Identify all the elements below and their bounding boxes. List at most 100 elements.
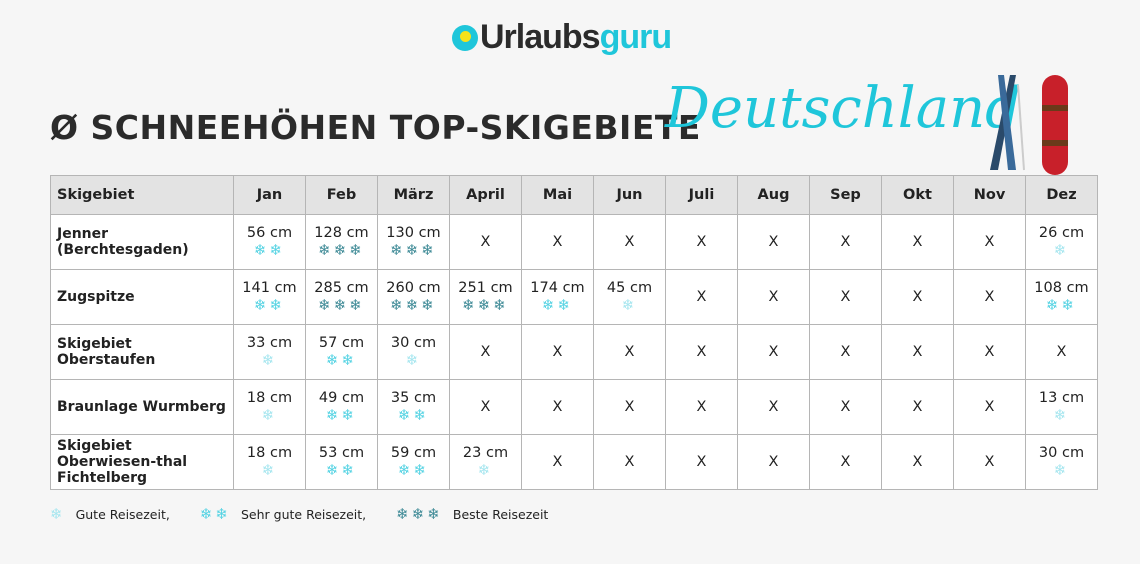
snow-depth-cell: 174 cm ❄❄ <box>521 269 594 325</box>
snow-depth-value: X <box>624 234 635 250</box>
snowflake-rating-icon: ❄❄ <box>325 351 358 369</box>
snow-depth-value: X <box>696 289 707 305</box>
snow-depth-cell: 56 cm ❄❄ <box>233 214 306 270</box>
snow-depth-value: 13 cm <box>1038 390 1085 406</box>
snowflake-rating-icon: ❄❄❄ <box>318 296 365 314</box>
snow-depth-cell: 285 cm ❄❄❄ <box>305 269 378 325</box>
snow-depth-value: 23 cm <box>462 445 509 461</box>
column-header: Mai <box>521 175 594 215</box>
snow-depth-cell: 49 cm ❄❄ <box>305 379 378 435</box>
snow-depth-cell: X <box>449 379 522 435</box>
snow-depth-value: 49 cm <box>318 390 365 406</box>
snow-depth-cell: X <box>737 379 810 435</box>
snow-depth-value: 108 cm <box>1034 280 1089 296</box>
snow-depth-cell: 130 cm ❄❄❄ <box>377 214 450 270</box>
snow-depth-cell: X <box>737 269 810 325</box>
snow-depth-cell: 53 cm ❄❄ <box>305 434 378 490</box>
snow-depth-cell: 23 cm ❄ <box>449 434 522 490</box>
snow-depth-cell: X <box>665 269 738 325</box>
snow-depth-value: X <box>840 454 851 470</box>
ski-area-name: Skigebiet Oberwiesen-thal Fichtelberg <box>50 434 234 490</box>
column-header: Nov <box>953 175 1026 215</box>
column-header: Dez <box>1025 175 1098 215</box>
snowflake-icon: ❄❄ <box>199 505 231 523</box>
snow-depth-value: 141 cm <box>242 280 297 296</box>
ski-snowboard-illustration-icon <box>990 75 1068 175</box>
snow-depth-value: X <box>480 234 491 250</box>
snow-depth-value: X <box>552 454 563 470</box>
snow-depth-cell: 45 cm ❄ <box>593 269 666 325</box>
snow-depth-cell: 30 cm ❄ <box>377 324 450 380</box>
snow-depth-cell: 59 cm ❄❄ <box>377 434 450 490</box>
snow-depth-value: 18 cm <box>246 445 293 461</box>
column-header: Aug <box>737 175 810 215</box>
snow-depth-cell: X <box>665 434 738 490</box>
snow-depth-value: X <box>480 344 491 360</box>
snowflake-rating-icon: ❄ <box>1053 241 1070 259</box>
snow-depth-cell: X <box>665 379 738 435</box>
snow-depth-cell: 108 cm ❄❄ <box>1025 269 1098 325</box>
snow-depth-value: 130 cm <box>386 225 441 241</box>
snow-depth-cell: X <box>809 379 882 435</box>
snow-depth-cell: X <box>953 214 1026 270</box>
snowflake-rating-icon: ❄ <box>261 351 278 369</box>
snow-depth-cell: X <box>593 214 666 270</box>
snowflake-rating-icon: ❄ <box>405 351 422 369</box>
snow-depth-value: X <box>696 234 707 250</box>
snow-depth-cell: X <box>881 434 954 490</box>
snow-depth-value: X <box>912 344 923 360</box>
snow-depth-cell: X <box>737 434 810 490</box>
snow-depth-value: X <box>840 399 851 415</box>
column-header: Jun <box>593 175 666 215</box>
snowflake-rating-icon: ❄❄❄ <box>318 241 365 259</box>
snow-depth-value: X <box>696 399 707 415</box>
snow-depth-value: X <box>624 454 635 470</box>
table-row: Jenner (Berchtesgaden) 56 cm ❄❄ 128 cm ❄❄❄ 13… <box>50 214 1098 270</box>
snowflake-rating-icon: ❄ <box>477 461 494 479</box>
table-row: Zugspitze 141 cm ❄❄ 285 cm ❄❄❄ 260 cm ❄❄❄ 251 c… <box>50 269 1098 325</box>
snow-depth-cell: 260 cm ❄❄❄ <box>377 269 450 325</box>
snow-depth-value: X <box>624 344 635 360</box>
column-header: April <box>449 175 522 215</box>
snow-depth-cell: 141 cm ❄❄ <box>233 269 306 325</box>
table-row: Skigebiet Oberwiesen-thal Fichtelberg 18 … <box>50 434 1098 490</box>
column-header: Juli <box>665 175 738 215</box>
logo-mark-icon <box>452 24 478 51</box>
snow-depth-cell: 33 cm ❄ <box>233 324 306 380</box>
snow-depth-cell: X <box>881 379 954 435</box>
snow-depth-cell: 57 cm ❄❄ <box>305 324 378 380</box>
snow-depth-cell: X <box>593 434 666 490</box>
snow-depth-value: 57 cm <box>318 335 365 351</box>
legend-label: Sehr gute Reisezeit, <box>240 506 367 522</box>
snow-depth-value: X <box>984 234 995 250</box>
snow-depth-cell: X <box>881 214 954 270</box>
snow-depth-value: 26 cm <box>1038 225 1085 241</box>
snow-depth-cell: X <box>665 214 738 270</box>
legend-label: Beste Reisezeit <box>452 506 549 522</box>
snow-depth-value: 30 cm <box>390 335 437 351</box>
snow-depth-value: 174 cm <box>530 280 585 296</box>
table-row: Braunlage Wurmberg 18 cm ❄ 49 cm ❄❄ 35 cm ❄❄ X X… <box>50 379 1098 435</box>
snow-depth-value: X <box>840 234 851 250</box>
snow-depth-value: X <box>912 454 923 470</box>
snow-depth-value: X <box>480 399 491 415</box>
snow-depth-value: X <box>768 289 779 305</box>
column-header: Feb <box>305 175 378 215</box>
snow-depth-value: 285 cm <box>314 280 369 296</box>
snowflake-rating-icon: ❄ <box>261 406 278 424</box>
snow-depth-cell: X <box>593 324 666 380</box>
ski-area-name: Jenner (Berchtesgaden) <box>50 214 234 270</box>
snow-depth-value: X <box>624 399 635 415</box>
snow-depth-value: X <box>912 289 923 305</box>
snow-depth-value: X <box>912 234 923 250</box>
snow-depth-cell: X <box>665 324 738 380</box>
snow-depth-value: 251 cm <box>458 280 513 296</box>
snowflake-rating-icon: ❄❄❄ <box>462 296 509 314</box>
snowflake-rating-icon: ❄❄ <box>325 406 358 424</box>
snow-depth-cell: 18 cm ❄ <box>233 379 306 435</box>
snowflake-icon: ❄❄❄ <box>396 505 443 523</box>
snow-depth-cell: X <box>953 269 1026 325</box>
snow-depth-value: X <box>984 399 995 415</box>
table-row: Skigebiet Oberstaufen 33 cm ❄ 57 cm ❄❄ 30 cm ❄… <box>50 324 1098 380</box>
snow-depth-value: X <box>768 454 779 470</box>
